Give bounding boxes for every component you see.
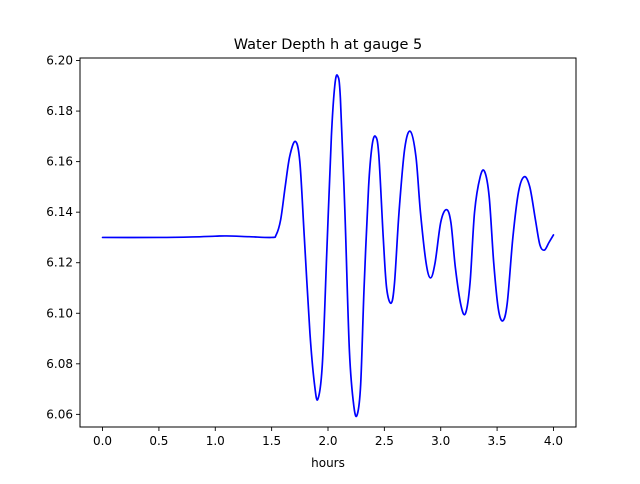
x-tick-label: 2.5 xyxy=(375,434,394,448)
y-tick-label: 6.16 xyxy=(46,155,73,169)
series-line-0 xyxy=(101,74,555,418)
y-tick-label: 6.18 xyxy=(46,104,73,118)
chart-title: Water Depth h at gauge 5 xyxy=(234,37,422,53)
x-tick-label: 0.5 xyxy=(149,434,168,448)
x-tick-label: 3.0 xyxy=(431,434,450,448)
x-tick-label: 4.0 xyxy=(544,434,563,448)
y-tick-label: 6.08 xyxy=(46,357,73,371)
x-tick-label: 0.0 xyxy=(93,434,112,448)
x-tick-label: 2.0 xyxy=(318,434,337,448)
x-tick-label: 1.0 xyxy=(206,434,225,448)
y-tick-label: 6.06 xyxy=(46,407,73,421)
y-tick-label: 6.14 xyxy=(46,205,73,219)
x-axis-label: hours xyxy=(311,456,345,470)
x-tick-label: 1.5 xyxy=(262,434,281,448)
plot-area: 0.0 0.5 1.0 1.5 2.0 2.5 3.0 3.5 4.0 6.06 6.08 6.10 6… xyxy=(46,54,577,448)
y-tick-label: 6.10 xyxy=(46,306,73,320)
y-tick-label: 6.20 xyxy=(46,54,73,68)
y-tick-label: 6.12 xyxy=(46,256,73,270)
x-tick-label: 3.5 xyxy=(488,434,507,448)
